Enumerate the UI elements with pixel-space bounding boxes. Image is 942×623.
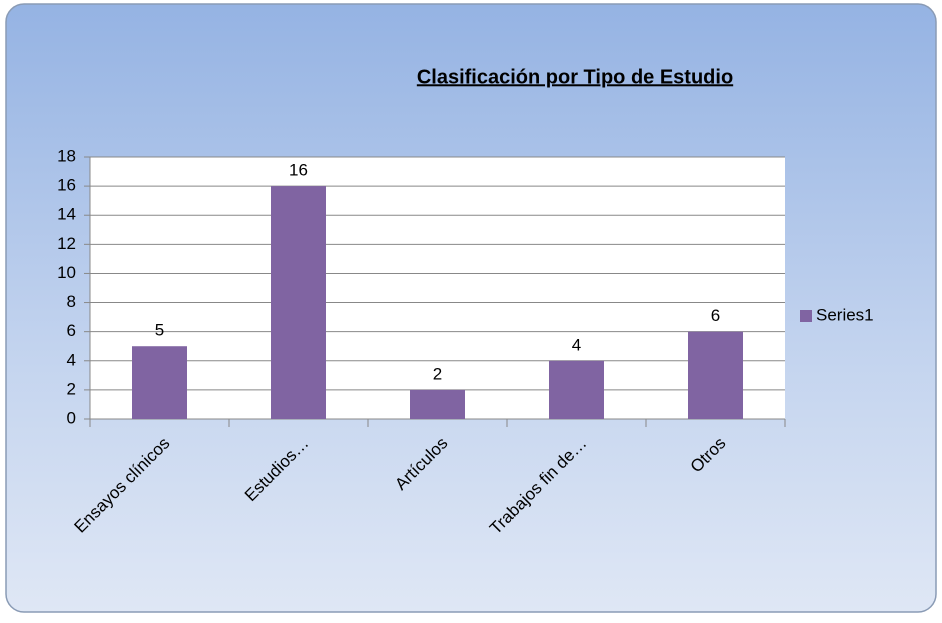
y-tick-label: 12 (57, 234, 76, 253)
y-tick-label: 2 (67, 379, 76, 398)
bar (549, 360, 604, 419)
data-label: 2 (433, 364, 442, 383)
y-tick-label: 4 (67, 350, 76, 369)
plot-area (90, 157, 785, 419)
legend-swatch (800, 310, 812, 322)
data-label: 4 (572, 335, 581, 354)
chart-title: Clasificación por Tipo de Estudio (417, 66, 733, 88)
y-tick-label: 14 (57, 205, 76, 224)
data-label: 6 (711, 306, 720, 325)
y-tick-label: 16 (57, 176, 76, 195)
y-tick-label: 18 (57, 146, 76, 165)
bar (688, 331, 743, 419)
y-tick-label: 8 (67, 292, 76, 311)
y-tick-label: 10 (57, 263, 76, 282)
legend-label: Series1 (816, 305, 874, 324)
data-label: 16 (289, 161, 308, 180)
bar (132, 346, 187, 419)
bar (271, 186, 326, 419)
y-tick-label: 6 (67, 321, 76, 340)
data-label: 5 (155, 321, 164, 340)
y-tick-label: 0 (67, 408, 76, 427)
bar (410, 389, 465, 419)
